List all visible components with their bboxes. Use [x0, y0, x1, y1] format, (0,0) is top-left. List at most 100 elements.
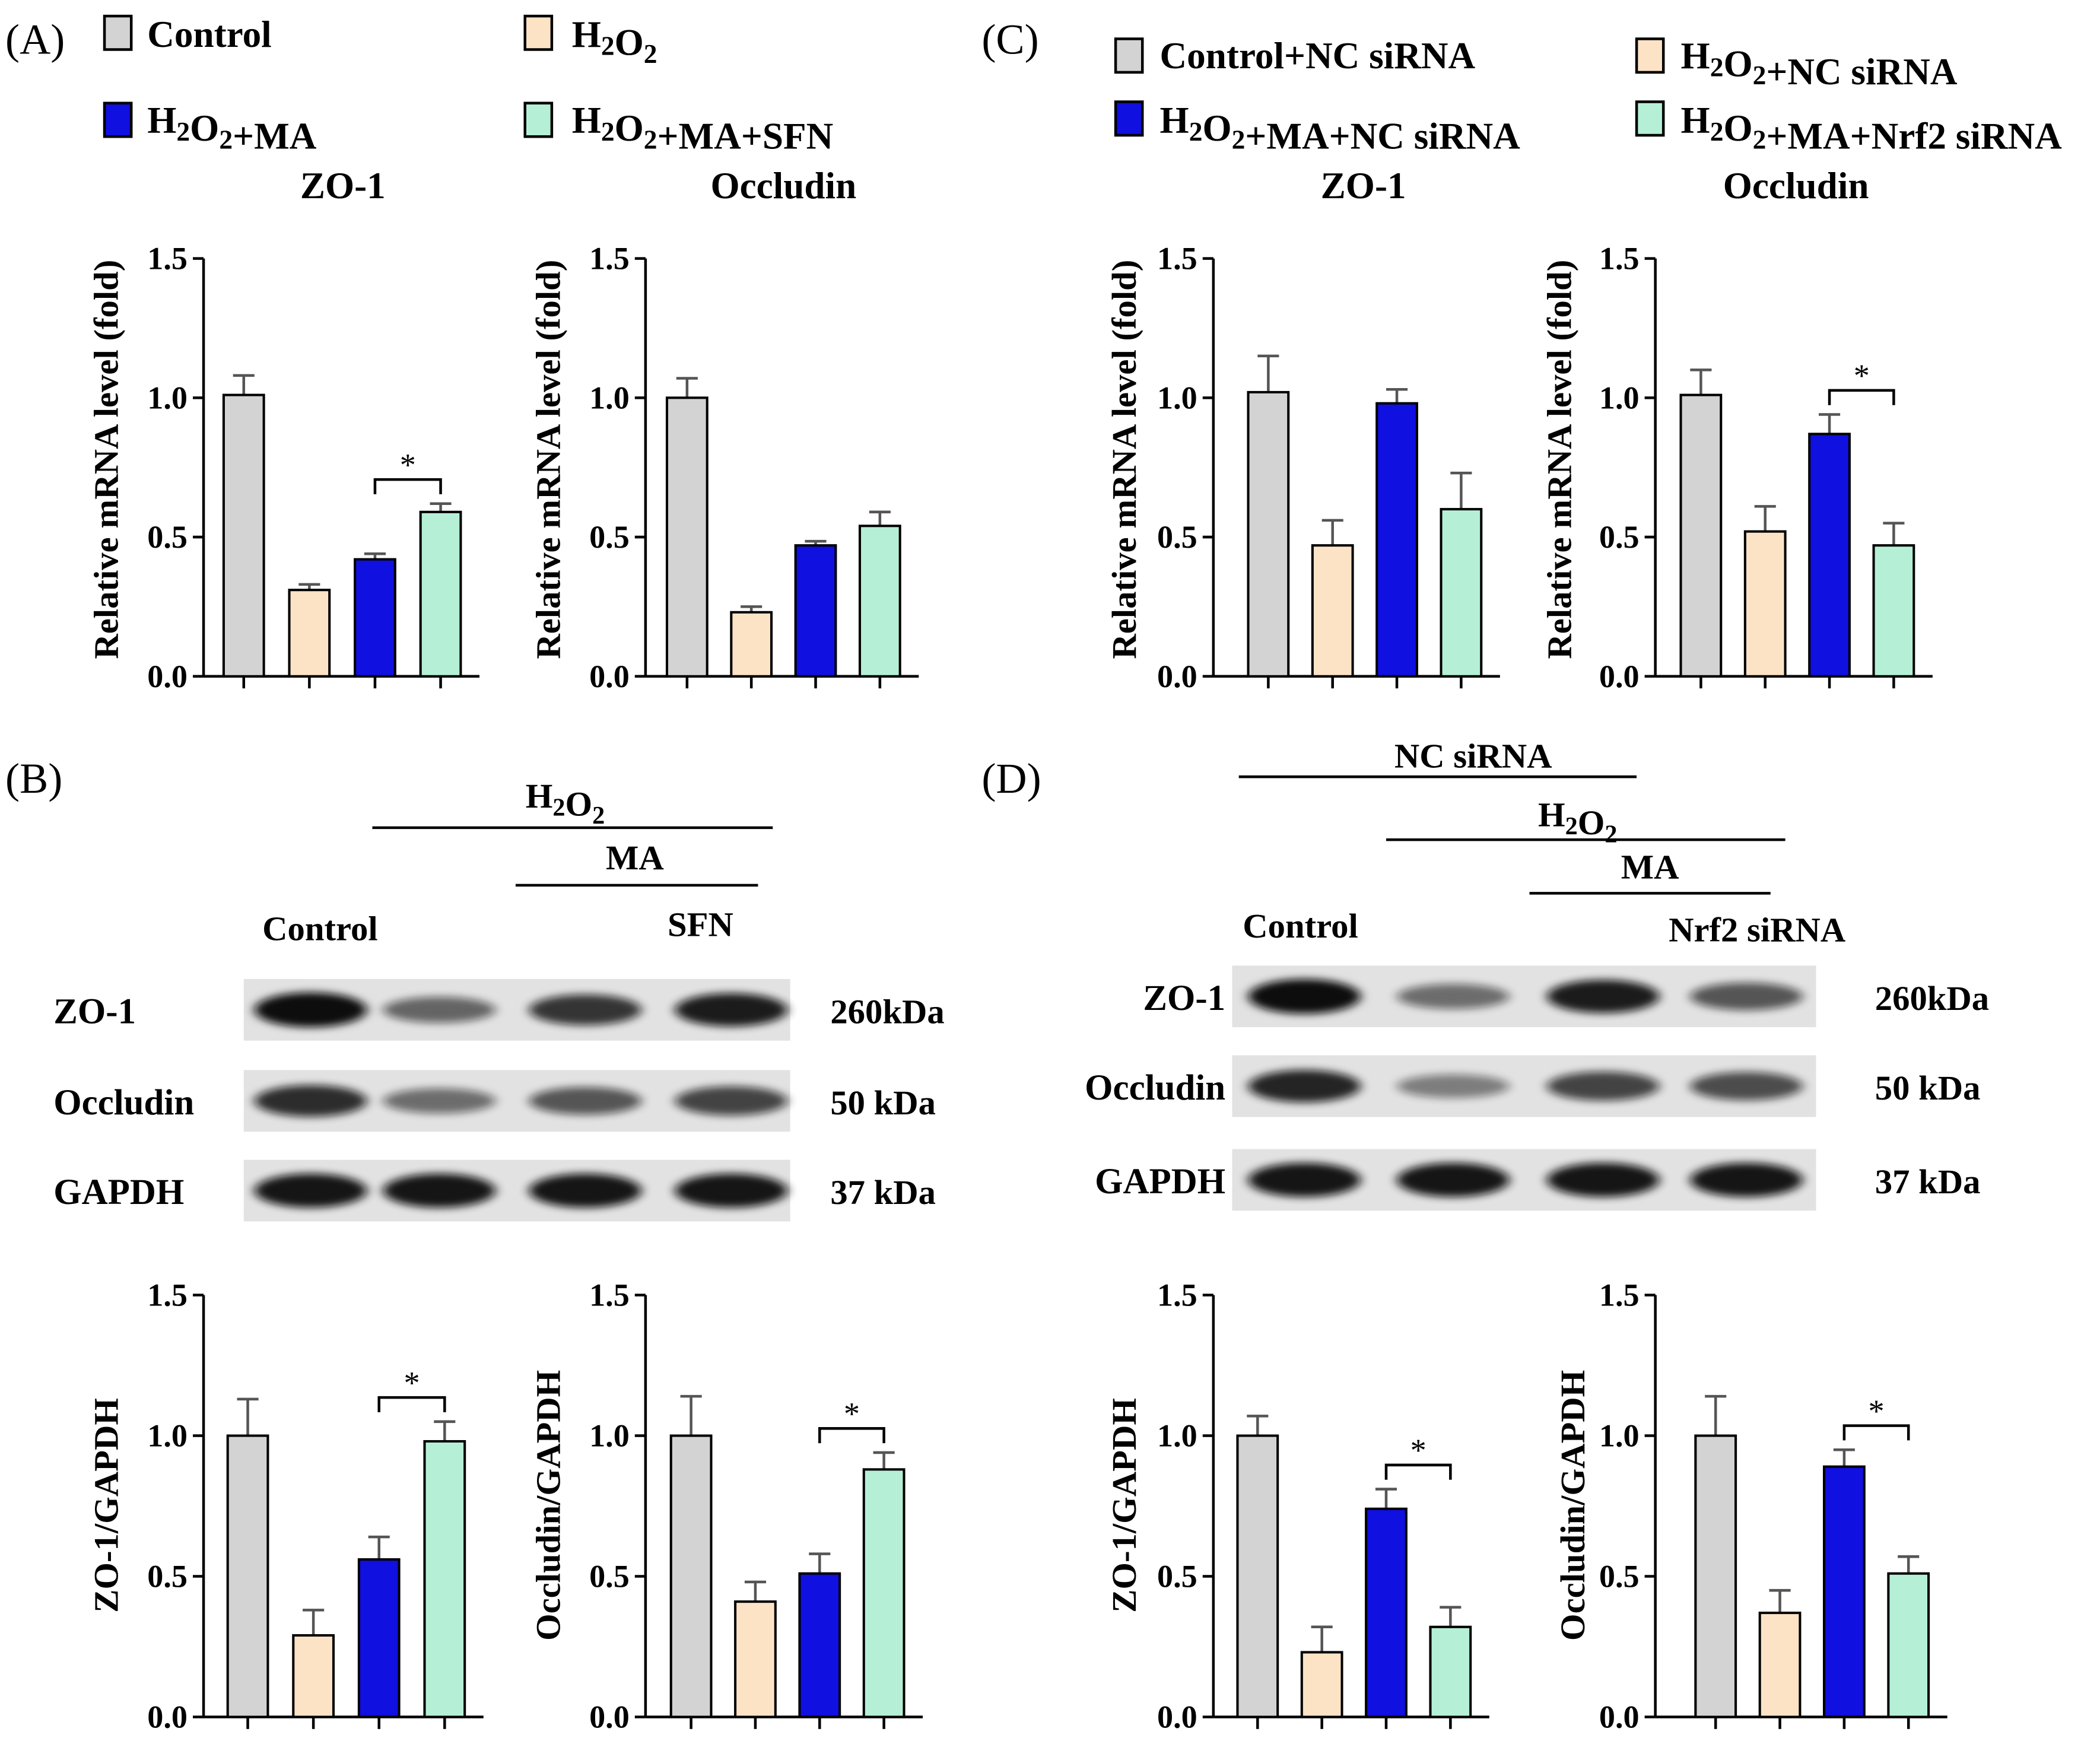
- significance-bracket: [1828, 389, 1895, 405]
- text-run: 2: [1753, 60, 1767, 90]
- bar-1: [1758, 1612, 1802, 1718]
- blot-b-control-label: Control: [262, 909, 378, 948]
- protein-label: Occludin: [1085, 1068, 1225, 1108]
- legend-label-control: Control: [147, 14, 271, 55]
- text-run: 2: [219, 125, 233, 155]
- panel-label-d: (D): [981, 755, 1041, 802]
- protein-label: GAPDH: [1095, 1162, 1225, 1202]
- bar-1: [1300, 1651, 1343, 1718]
- y-tick-label: 1.0: [589, 1418, 630, 1454]
- bar-2: [357, 1558, 401, 1718]
- y-tick-label: 1.0: [1157, 380, 1197, 415]
- band: [254, 1173, 367, 1208]
- blot-d-ma-label: MA: [1621, 848, 1679, 887]
- chart-a-occludin: Occludin Relative mRNA level (fold) 0.0 0.5…: [529, 165, 919, 694]
- bar-1: [1743, 530, 1787, 678]
- y-tick-label: 0.0: [1157, 659, 1197, 694]
- band: [529, 1087, 642, 1115]
- legend-label-h2o2-ma-nrf2: H2O2+MA+Nrf2 siRNA: [1681, 99, 2063, 157]
- band: [254, 992, 367, 1028]
- text-run: +NC siRNA: [1766, 51, 1957, 93]
- text-run: +MA: [233, 116, 317, 157]
- bar-2: [1808, 433, 1851, 678]
- blot-b-ma-label: MA: [606, 838, 664, 877]
- text-run: 2: [1189, 116, 1203, 147]
- y-tick-label: 1.5: [589, 1278, 630, 1313]
- text-run: 2: [644, 125, 657, 155]
- bar-0: [669, 1434, 713, 1718]
- y-tick-label: 0.0: [147, 1699, 188, 1735]
- chart-b-zo1-gapdh: ZO-1/GAPDH 0.0 0.5 1.0 1.5 *: [87, 1278, 484, 1735]
- y-axis-label: Occludin/GAPDH: [1553, 1370, 1592, 1641]
- blot-d-nrf2-label: Nrf2 siRNA: [1669, 911, 1845, 949]
- legend-label-h2o2-ma: H2O2+MA: [147, 99, 316, 157]
- text-run: +MA+Nrf2 siRNA: [1766, 116, 2062, 157]
- bar-1: [288, 589, 331, 678]
- significance-label: *: [844, 1396, 860, 1432]
- legend-cd: Control+NC siRNA H2O2+NC siRNA H2O2+MA+N…: [1114, 35, 2063, 157]
- bar-0: [222, 393, 265, 678]
- text-run: 2: [176, 116, 190, 147]
- band: [1690, 982, 1803, 1011]
- y-tick-label: 1.5: [1157, 1278, 1197, 1313]
- bar-0: [665, 396, 709, 678]
- text-run: O: [190, 107, 219, 149]
- kda-label: 37 kDa: [1875, 1162, 1981, 1201]
- legend-ab: Control H2O2 H2O2+MA H2O2+MA+SFN: [103, 14, 833, 157]
- legend-swatch-h2o2: [523, 14, 554, 51]
- band: [1690, 1162, 1803, 1197]
- y-tick-label: 0.5: [1599, 519, 1640, 555]
- text-run: 2: [1710, 116, 1724, 147]
- text-run: 2: [1753, 125, 1767, 155]
- bar-1: [734, 1600, 777, 1718]
- bar-1: [730, 611, 773, 678]
- bar-0: [1694, 1434, 1737, 1718]
- y-tick-label: 0.5: [147, 519, 188, 555]
- bar-1: [292, 1634, 335, 1718]
- band: [1248, 978, 1361, 1014]
- text-run: H: [1538, 796, 1565, 834]
- text-run: 2: [601, 116, 615, 147]
- chart-title: ZO-1: [1321, 165, 1406, 206]
- y-tick-label: 0.0: [589, 1699, 630, 1735]
- text-run: H: [147, 99, 176, 141]
- text-run: O: [615, 22, 644, 63]
- y-axis-label: Relative mRNA level (fold): [1540, 260, 1578, 659]
- bar-2: [1365, 1507, 1408, 1718]
- blot-d-h2o2-label: H2O2: [1538, 796, 1618, 849]
- band: [383, 1088, 496, 1114]
- kda-label: 260kDa: [1875, 979, 1989, 1018]
- significance-label: *: [1869, 1393, 1885, 1429]
- text-run: O: [1723, 107, 1752, 149]
- bar-3: [1887, 1572, 1930, 1718]
- band: [1248, 1070, 1361, 1103]
- y-tick-label: 1.0: [1599, 380, 1640, 415]
- legend-label-h2o2-nc: H2O2+NC siRNA: [1681, 35, 1958, 93]
- y-tick-label: 0.0: [589, 659, 630, 694]
- chart-title: ZO-1: [300, 165, 386, 206]
- legend-swatch-h2o2-nc: [1635, 37, 1665, 74]
- y-tick-label: 1.0: [147, 380, 188, 415]
- y-tick-label: 1.5: [1599, 241, 1640, 277]
- chart-d-occludin-gapdh: Occludin/GAPDH 0.0 0.5 1.0 1.5 *: [1553, 1278, 1947, 1735]
- text-run: 2: [1565, 812, 1578, 840]
- bar-0: [1679, 393, 1723, 678]
- band: [1248, 1162, 1361, 1197]
- significance-bracket: [1384, 1463, 1452, 1480]
- band: [1397, 1074, 1510, 1098]
- bar-3: [419, 510, 462, 678]
- legend-swatch-h2o2-ma-nrf2: [1635, 100, 1665, 137]
- text-run: O: [1578, 803, 1605, 842]
- band: [675, 993, 788, 1027]
- legend-swatch-h2o2-ma: [103, 101, 133, 138]
- blot-d: ZO-1 260kDa Occludin 50 kDa GAPDH 37 kDa: [1085, 965, 1989, 1211]
- band: [254, 1085, 367, 1117]
- band: [1546, 1071, 1660, 1101]
- significance-label: *: [404, 1365, 420, 1400]
- y-tick-label: 0.0: [147, 659, 188, 694]
- kda-label: 37 kDa: [830, 1173, 936, 1212]
- bar-0: [226, 1434, 269, 1718]
- text-run: H: [572, 99, 601, 141]
- kda-label: 260kDa: [830, 992, 944, 1031]
